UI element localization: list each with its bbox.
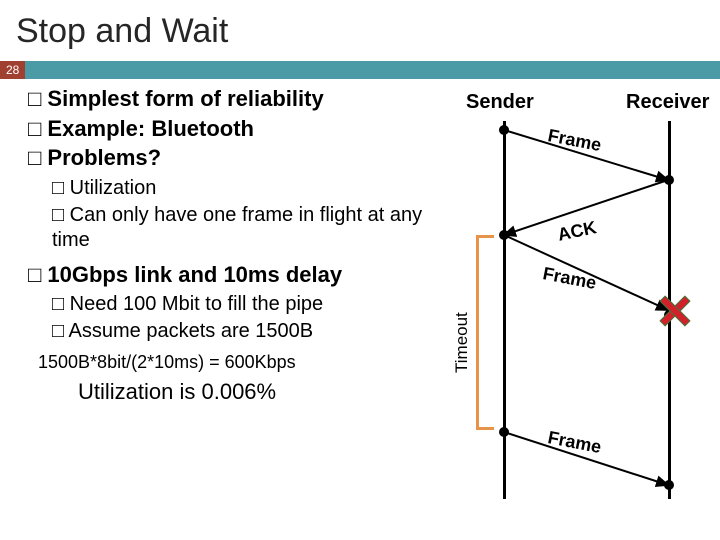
timeout-label: Timeout	[452, 312, 472, 373]
text-column: Simplest form of reliability Example: Bl…	[28, 85, 428, 405]
bullet-item: Problems?	[28, 144, 428, 172]
content-area: Simplest form of reliability Example: Bl…	[0, 79, 720, 405]
cross-icon	[658, 295, 688, 325]
timeout-bracket	[476, 235, 494, 430]
event-dot	[664, 175, 674, 185]
sub-bullet-list-1: Utilization Can only have one frame in f…	[52, 176, 428, 253]
bullet-list-1: Simplest form of reliability Example: Bl…	[28, 85, 428, 172]
slide-title: Stop and Wait	[0, 0, 720, 51]
sequence-diagram: Sender Receiver Timeout FrameACKFrameFra…	[428, 85, 718, 505]
event-dot	[499, 427, 509, 437]
bullet-item: Example: Bluetooth	[28, 115, 428, 143]
slide-number-badge: 28	[0, 61, 25, 79]
bullet-item: Simplest form of reliability	[28, 85, 428, 113]
sub-bullet-item: Need 100 Mbit to fill the pipe	[52, 292, 428, 317]
sub-bullet-item: Assume packets are 1500B	[52, 319, 428, 344]
bullet-item: 10Gbps link and 10ms delay	[28, 261, 428, 289]
utilization-line: Utilization is 0.006%	[78, 379, 428, 405]
sub-bullet-list-2: Need 100 Mbit to fill the pipe Assume pa…	[52, 292, 428, 344]
event-dot	[664, 480, 674, 490]
event-dot	[499, 125, 509, 135]
diagram-column: Sender Receiver Timeout FrameACKFrameFra…	[428, 85, 710, 405]
accent-bar	[25, 61, 720, 79]
sub-bullet-item: Can only have one frame in flight at any…	[52, 203, 428, 253]
event-dot	[499, 230, 509, 240]
bullet-list-2: 10Gbps link and 10ms delay	[28, 261, 428, 289]
calculation-line: 1500B*8bit/(2*10ms) = 600Kbps	[38, 352, 428, 373]
header-bar: 28	[0, 61, 720, 79]
sub-bullet-item: Utilization	[52, 176, 428, 201]
